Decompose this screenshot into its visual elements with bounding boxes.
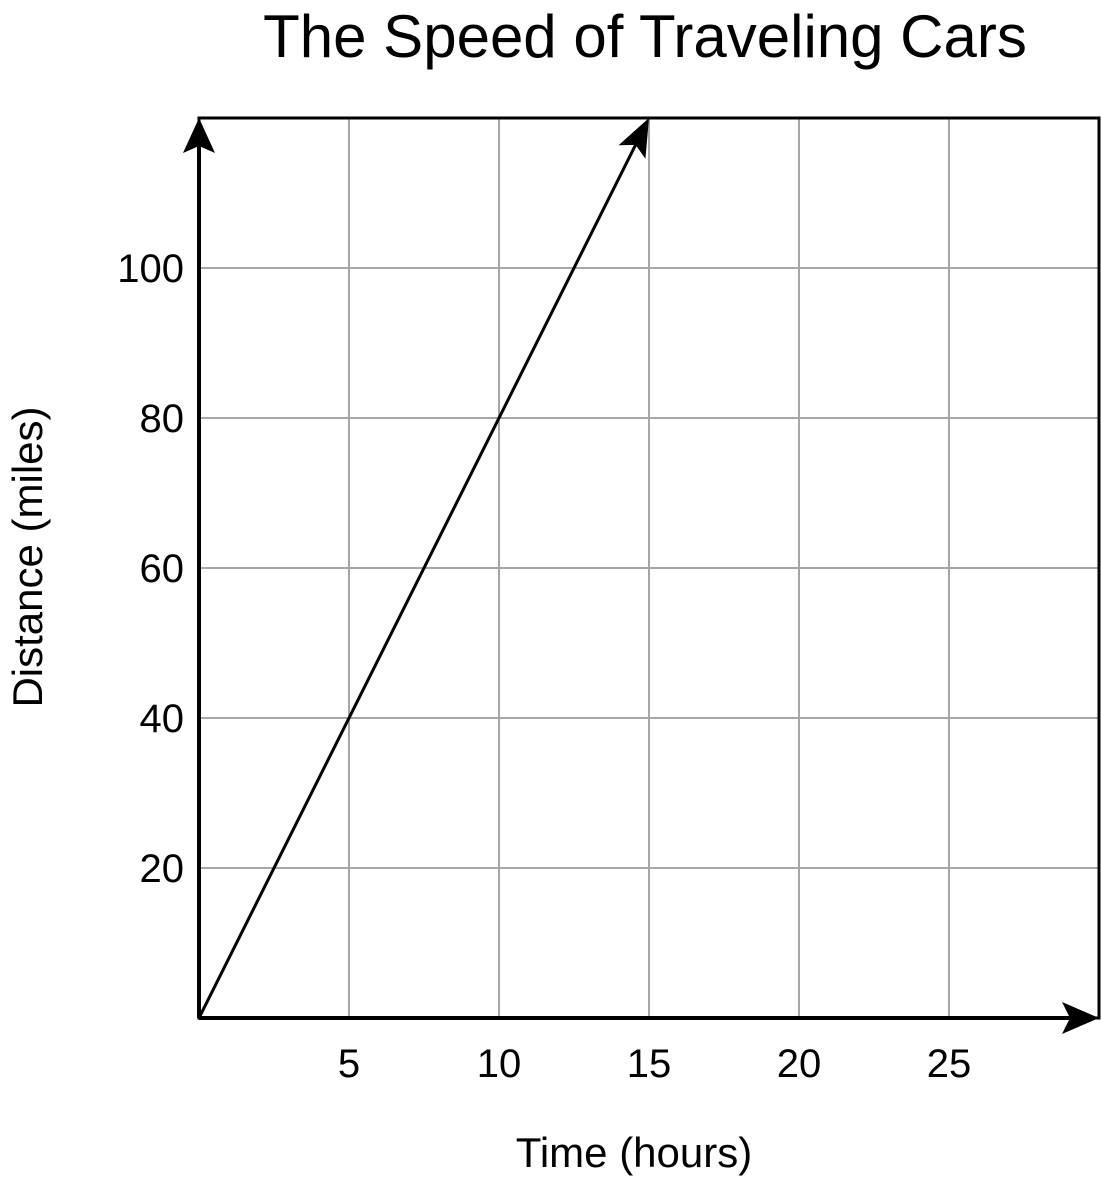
y-tick-label: 100: [117, 247, 184, 291]
x-tick-label: 15: [627, 1042, 672, 1086]
y-axis-arrowhead: [183, 118, 215, 153]
x-tick-labels: 5 10 15 20 25: [338, 1042, 971, 1086]
x-axis-arrowhead: [1062, 1002, 1099, 1034]
series-arrowhead: [618, 118, 649, 159]
y-axis-label: Distance (miles): [4, 406, 51, 707]
x-axis-label: Time (hours): [516, 1129, 752, 1176]
y-tick-label: 20: [140, 847, 185, 891]
series-line: [197, 137, 641, 1019]
x-tick-label: 25: [927, 1042, 972, 1086]
series-layer: [197, 118, 649, 1019]
y-tick-label: 60: [140, 547, 185, 591]
x-tick-label: 10: [477, 1042, 522, 1086]
y-tick-labels: 20 40 60 80 100: [117, 247, 184, 891]
y-tick-label: 80: [140, 397, 185, 441]
chart-title: The Speed of Traveling Cars: [263, 3, 1027, 70]
x-tick-label: 20: [777, 1042, 822, 1086]
x-tick-label: 5: [338, 1042, 360, 1086]
y-tick-label: 40: [140, 697, 185, 741]
